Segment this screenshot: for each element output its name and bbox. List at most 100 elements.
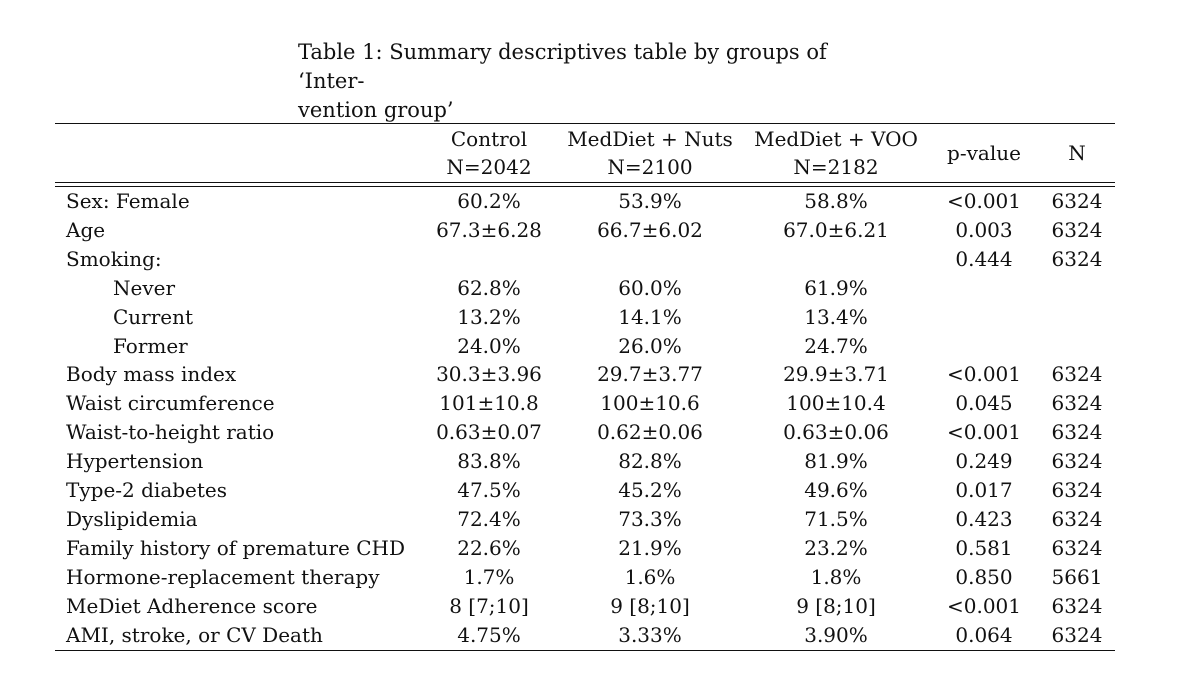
row-label: Smoking: [66,246,162,271]
table-row: Hormone-replacement therapy 1.7% 1.6% 1.8% 0… [55,563,1115,592]
p-value: 0.850 [955,564,1013,589]
row-label: Waist circumference [66,391,275,416]
n-value: 6324 [1051,217,1103,242]
header-nuts-name: MedDiet + Nuts [567,127,733,151]
row-label: Dyslipidemia [66,506,198,531]
row-label: Type-2 diabetes [66,478,228,503]
caption-line-1: Table 1: Summary descriptives table by g… [298,40,827,93]
p-value: <0.001 [946,593,1021,618]
header-voo-n: N=2182 [793,155,879,179]
nuts-value: 29.7±3.77 [597,362,703,387]
control-value: 101±10.8 [439,391,539,416]
n-value [1039,274,1115,303]
voo-value: 49.6% [804,478,868,503]
header-nuts-n: N=2100 [607,155,693,179]
header-control: Control N=2042 [421,123,557,183]
control-value: 0.63±0.07 [436,420,542,445]
control-value: 62.8% [457,275,521,300]
voo-value: 29.9±3.71 [783,362,889,387]
control-value: 13.2% [457,304,521,329]
nuts-value: 1.6% [624,564,676,589]
p-value [929,274,1039,303]
n-value: 6324 [1051,478,1103,503]
row-label: Waist-to-height ratio [66,420,275,445]
caption-line-2: vention group’ [298,98,454,122]
voo-value: 100±10.4 [786,391,886,416]
table-row: Hypertension 83.8% 82.8% 81.9% 0.249 6324 [55,447,1115,476]
table-row: AMI, stroke, or CV Death 4.75% 3.33% 3.90% 0… [55,620,1115,651]
p-value: 0.249 [955,449,1013,474]
p-value: <0.001 [946,362,1021,387]
nuts-value: 100±10.6 [600,391,700,416]
control-value [421,245,557,274]
table-row: Sex: Female 60.2% 53.9% 58.8% <0.001 6324 [55,187,1115,216]
control-value: 30.3±3.96 [436,362,542,387]
p-value: 0.017 [955,478,1013,503]
p-value [929,332,1039,361]
control-value: 72.4% [457,506,521,531]
header-label-blank [55,123,421,183]
n-value: 6324 [1051,593,1103,618]
header-voo-name: MedDiet + VOO [754,127,918,151]
header-voo: MedDiet + VOO N=2182 [743,123,929,183]
table-header-row: Control N=2042 MedDiet + Nuts N=2100 Med… [55,123,1115,183]
voo-value: 61.9% [804,275,868,300]
control-value: 67.3±6.28 [436,217,542,242]
n-value [1039,303,1115,332]
row-label: Family history of premature CHD [66,535,406,560]
voo-value: 0.63±0.06 [783,420,889,445]
nuts-value: 60.0% [618,275,682,300]
n-value: 6324 [1051,391,1103,416]
n-value: 6324 [1039,620,1115,651]
p-value: 0.045 [955,391,1013,416]
n-value: 6324 [1051,246,1103,271]
table-row: Current 13.2% 14.1% 13.4% [55,303,1115,332]
control-value: 4.75% [421,620,557,651]
table-row: MeDiet Adherence score 8 [7;10] 9 [8;10] 9 … [55,592,1115,621]
table-row: Waist circumference 101±10.8 100±10.6 100±1… [55,389,1115,418]
n-value: 6324 [1051,362,1103,387]
p-value: 0.003 [955,217,1013,242]
table-row: Body mass index 30.3±3.96 29.7±3.77 29.9±3.… [55,360,1115,389]
control-value: 24.0% [457,333,521,358]
nuts-value: 3.33% [557,620,743,651]
p-value: <0.001 [946,189,1021,213]
table-row: Age 67.3±6.28 66.7±6.02 67.0±6.21 0.003 6324 [55,216,1115,245]
nuts-value: 82.8% [618,449,682,474]
n-value: 6324 [1051,189,1103,213]
header-nuts: MedDiet + Nuts N=2100 [557,123,743,183]
p-value [929,303,1039,332]
row-label: Hormone-replacement therapy [66,564,380,589]
table-row: Smoking: 0.444 6324 [55,245,1115,274]
voo-value: 24.7% [804,333,868,358]
row-label: Never [113,275,176,300]
nuts-value: 14.1% [618,304,682,329]
control-value: 60.2% [457,189,521,213]
voo-value: 9 [8;10] [796,593,876,618]
control-value: 47.5% [457,478,521,503]
header-n: N [1039,123,1115,183]
row-label: AMI, stroke, or CV Death [55,620,421,651]
header-control-n: N=2042 [446,155,532,179]
table-row: Waist-to-height ratio 0.63±0.07 0.62±0.06 0… [55,418,1115,447]
voo-value: 13.4% [804,304,868,329]
header-control-name: Control [450,127,528,151]
row-label: Age [66,217,106,242]
row-label: Sex: Female [66,189,190,213]
voo-value: 23.2% [804,535,868,560]
voo-value: 1.8% [810,564,862,589]
row-label: Former [113,333,188,358]
table-row: Dyslipidemia 72.4% 73.3% 71.5% 0.423 6324 [55,505,1115,534]
table-row: Type-2 diabetes 47.5% 45.2% 49.6% 0.017 6324 [55,476,1115,505]
nuts-value: 73.3% [618,506,682,531]
row-label: Hypertension [66,449,204,474]
voo-value: 3.90% [743,620,929,651]
voo-value: 71.5% [804,506,868,531]
p-value: <0.001 [946,420,1021,445]
p-value: 0.423 [955,506,1013,531]
nuts-value [557,245,743,274]
header-double-rule [55,182,1115,187]
voo-value: 67.0±6.21 [783,217,889,242]
table-caption: Table 1: Summary descriptives table by g… [298,38,898,125]
summary-table: Control N=2042 MedDiet + Nuts N=2100 Med… [55,123,1115,651]
